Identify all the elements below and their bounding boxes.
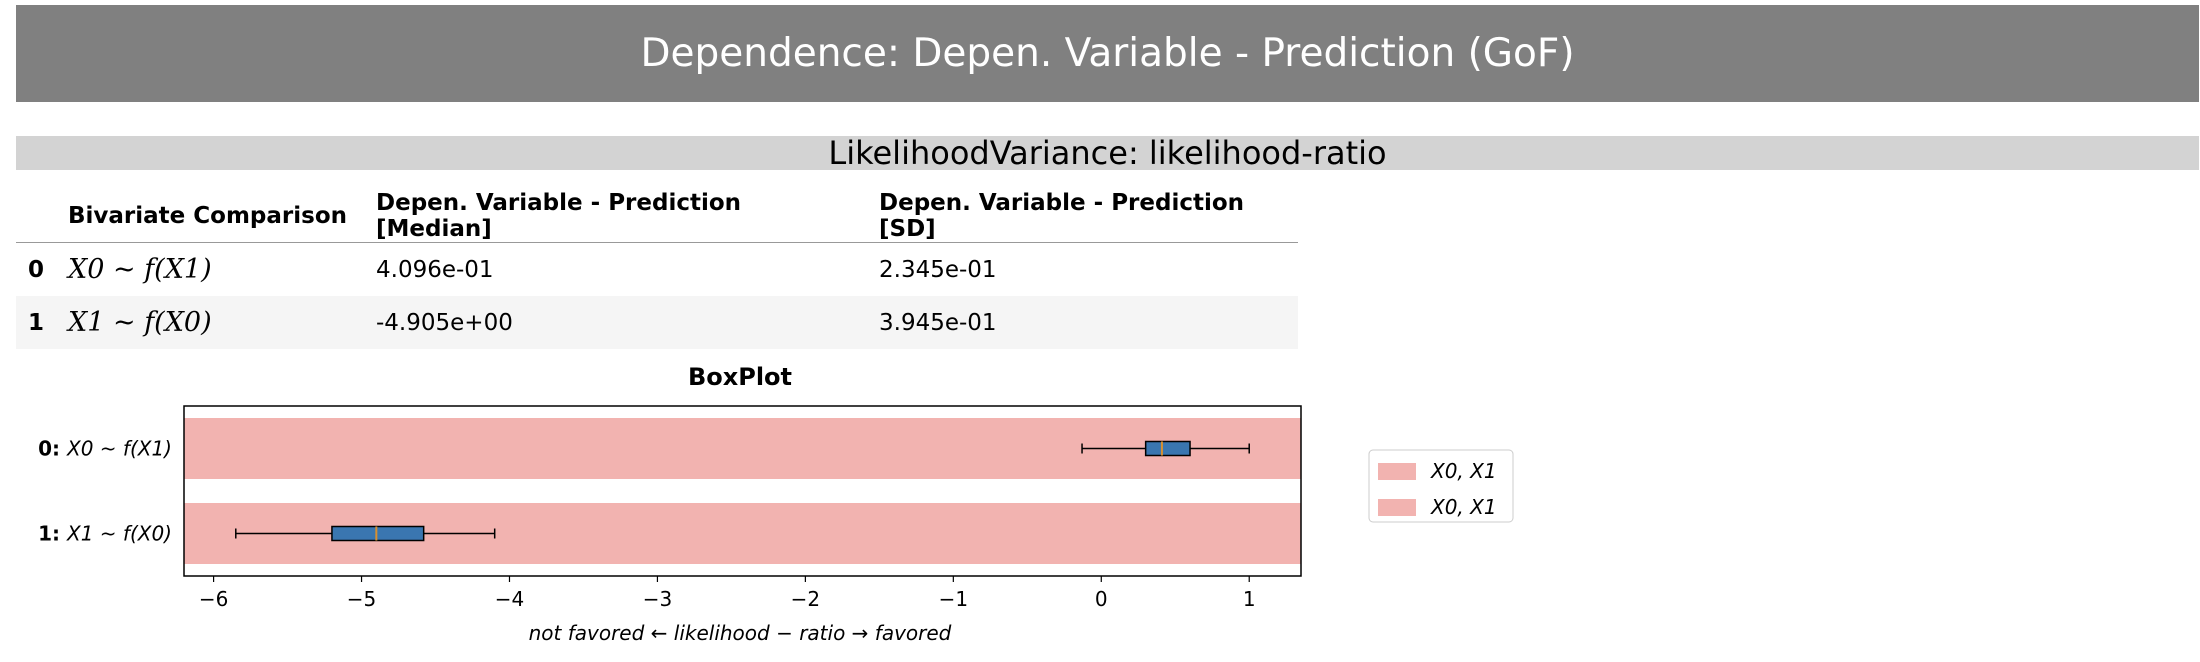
row-comparison: X1 ~ f(X0) bbox=[68, 296, 376, 349]
y-tick-index: 0: bbox=[38, 437, 67, 461]
plot-frame bbox=[183, 405, 1302, 577]
section-header: LikelihoodVariance: likelihood-ratio bbox=[16, 134, 2199, 172]
x-tick-label: −2 bbox=[791, 587, 820, 611]
row-median: 4.096e-01 bbox=[376, 256, 494, 283]
table-row: 0 X0 ~ f(X1) 4.096e-01 2.345e-01 bbox=[16, 243, 1298, 297]
row-index: 0 bbox=[28, 256, 45, 283]
y-tick-text: X0 ~ f(X1) bbox=[66, 437, 172, 461]
row-comparison: X0 ~ f(X1) bbox=[68, 254, 212, 285]
column-header-index bbox=[16, 190, 68, 243]
table-header-row: Bivariate Comparison Depen. Variable - P… bbox=[16, 190, 1298, 243]
y-tick-index: 1: bbox=[38, 522, 67, 546]
page-title: Dependence: Depen. Variable - Prediction… bbox=[640, 31, 1575, 76]
x-tick-label: −6 bbox=[199, 587, 228, 611]
chart-title: BoxPlot bbox=[688, 363, 792, 391]
row-sd: 3.945e-01 bbox=[879, 296, 1298, 349]
legend-swatch bbox=[1378, 499, 1416, 516]
row-median: -4.905e+00 bbox=[376, 296, 879, 349]
x-axis-label: not favored ← likelihood − ratio → favor… bbox=[529, 621, 952, 645]
box bbox=[1144, 440, 1191, 457]
box bbox=[331, 525, 425, 542]
y-tick-label: 0: X0 ~ f(X1) bbox=[38, 437, 172, 461]
x-tick-label: 0 bbox=[1095, 587, 1108, 611]
x-tick-label: 1 bbox=[1243, 587, 1256, 611]
boxplot-chart: BoxPlot −6 −5 −4 −3 −2 −1 0 1 0: X0 ~ f(X1) 1: X… bbox=[38, 363, 1514, 645]
y-tick-label: 1: X1 ~ f(X0) bbox=[38, 522, 172, 546]
x-tick-label: −1 bbox=[939, 587, 968, 611]
legend: X0, X1 X0, X1 bbox=[1368, 449, 1514, 523]
column-header-sd: Depen. Variable - Prediction [SD] bbox=[879, 190, 1298, 243]
legend-entry: X0, X1 bbox=[1430, 459, 1497, 483]
x-tick-label: −3 bbox=[643, 587, 672, 611]
table-row: 1 X1 ~ f(X0) -4.905e+00 3.945e-01 bbox=[16, 296, 1298, 349]
legend-entry: X0, X1 bbox=[1430, 495, 1497, 519]
comparison-table: Bivariate Comparison Depen. Variable - P… bbox=[16, 190, 1298, 349]
legend-swatch bbox=[1378, 463, 1416, 480]
column-header-median: Depen. Variable - Prediction [Median] bbox=[376, 190, 879, 243]
y-tick-text: X1 ~ f(X0) bbox=[66, 522, 172, 546]
x-tick-label: −4 bbox=[495, 587, 524, 611]
page-header: Dependence: Depen. Variable - Prediction… bbox=[16, 5, 2199, 102]
row-index: 1 bbox=[16, 296, 68, 349]
x-tick-label: −5 bbox=[347, 587, 376, 611]
row-sd: 2.345e-01 bbox=[879, 256, 997, 283]
section-title: LikelihoodVariance: likelihood-ratio bbox=[828, 134, 1387, 172]
column-header-comparison: Bivariate Comparison bbox=[68, 190, 376, 243]
